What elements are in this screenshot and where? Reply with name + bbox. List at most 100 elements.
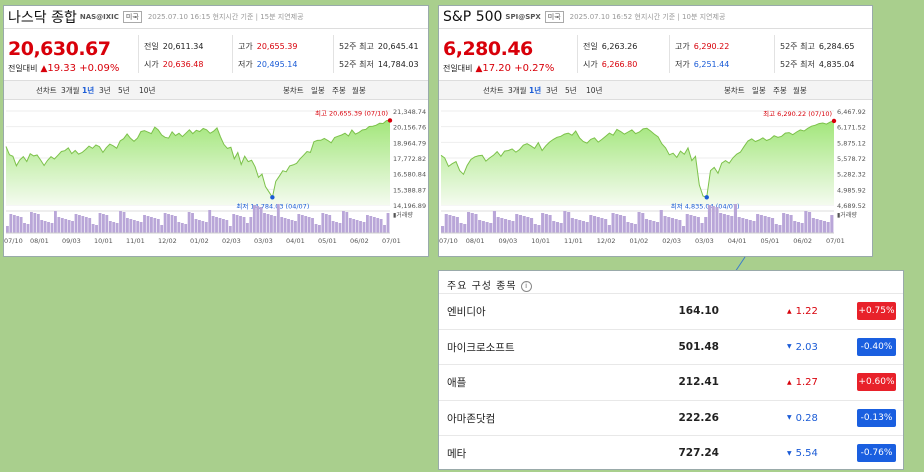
constituent-row[interactable]: 애플 212.41 ▲ 1.27 +0.60% — [439, 364, 903, 400]
tab-0[interactable]: 선차트 — [483, 86, 504, 95]
price-chart[interactable]: 21,348.74 20,156.76 18,964.79 17,772.82 16,5… — [4, 101, 428, 253]
stat-label: 저가 — [238, 60, 253, 69]
tab-4[interactable]: 5년 — [118, 86, 130, 95]
volume-bar — [160, 225, 164, 233]
volume-bar — [115, 223, 119, 233]
candle-tab-0[interactable]: 봉차트 — [724, 86, 745, 95]
stat-value: 6,266.80 — [601, 60, 638, 69]
constituent-row[interactable]: 마이크로소프트 501.48 ▼ 2.03 -0.40% — [439, 328, 903, 365]
tab-0[interactable]: 선차트 — [36, 86, 57, 95]
volume-bar — [40, 220, 44, 233]
market-badge: 미국 — [122, 11, 142, 23]
volume-bar — [369, 216, 373, 233]
stock-delta: ▼ 2.03 — [787, 342, 818, 353]
constituent-row[interactable]: 아마존닷컴 222.26 ▼ 0.28 -0.13% — [439, 399, 903, 436]
volume-bar — [796, 222, 801, 233]
stock-name[interactable]: 메타 — [447, 448, 467, 460]
candle-tab-1[interactable]: 일봉 — [311, 86, 325, 95]
x-tick-label: 01/02 — [630, 237, 649, 245]
volume-bar — [208, 210, 212, 233]
stock-name[interactable]: 아마존닷컴 — [447, 412, 496, 425]
volume-bar — [767, 217, 771, 233]
stat-open: 시가 20,636.48 — [144, 59, 203, 70]
low-annotation: 최저 14,784.03 (04/07) — [236, 201, 309, 210]
tab-5[interactable]: 10년 — [586, 86, 603, 95]
stat-label: 전일 — [144, 42, 159, 51]
y-tick-label: 6,467.92 — [837, 108, 866, 116]
market-badge: 미국 — [544, 11, 564, 23]
volume-bar — [459, 223, 463, 233]
tab-4[interactable]: 5년 — [565, 86, 577, 95]
stat-low: 저가 20,495.14 — [238, 59, 297, 70]
stock-name[interactable]: 애플 — [447, 377, 467, 389]
down-triangle-icon: ▼ — [787, 343, 792, 350]
stock-name[interactable]: 마이크로소프트 — [447, 341, 515, 354]
volume-bar — [593, 216, 597, 233]
volume-bar — [555, 222, 560, 233]
info-icon[interactable]: i — [520, 280, 532, 292]
constituent-row[interactable]: 엔비디아 164.10 ▲ 1.22 +0.75% — [439, 293, 903, 329]
volume-bar — [263, 213, 266, 233]
volume-bar — [242, 217, 246, 233]
tab-2[interactable]: 1년 — [529, 86, 542, 95]
candle-tab-3[interactable]: 월봉 — [352, 86, 366, 95]
volume-bar — [386, 213, 390, 233]
x-tick-label: 02/03 — [662, 237, 681, 245]
volume-bar — [372, 217, 376, 233]
tab-5[interactable]: 10년 — [139, 86, 156, 95]
x-tick-label: 02/03 — [222, 237, 241, 245]
x-tick-label: 09/03 — [499, 237, 518, 245]
price-chart[interactable]: 6,467.92 6,171.52 5,875.12 5,578.72 5,282.32… — [439, 101, 872, 253]
volume-bar — [102, 214, 105, 233]
constituent-row[interactable]: 메타 727.24 ▼ 5.54 -0.76% — [439, 435, 903, 471]
volume-bar — [715, 207, 719, 233]
tab-1[interactable]: 3개월 — [508, 86, 527, 95]
volume-bar — [266, 214, 270, 233]
volume-bar — [352, 219, 356, 233]
volume-bar — [81, 216, 85, 233]
volume-bar — [808, 212, 812, 233]
candle-tab-2[interactable]: 주봉 — [332, 86, 346, 95]
tab-1[interactable]: 3개월 — [61, 86, 80, 95]
volume-bar — [518, 215, 523, 233]
stat-label: 고가 — [675, 42, 690, 51]
stock-price: 164.10 — [678, 305, 719, 317]
y-tick-label: 17,772.82 — [393, 155, 426, 163]
volume-bar — [311, 218, 314, 233]
volume-bar — [119, 211, 122, 233]
volume-bar — [324, 214, 328, 233]
tab-3[interactable]: 3년 — [546, 86, 558, 95]
volume-bar — [630, 223, 634, 233]
volume-bar — [194, 219, 198, 233]
stock-name[interactable]: 엔비디아 — [447, 306, 486, 318]
volume-bar — [678, 220, 682, 233]
down-triangle-icon: ▼ — [787, 414, 792, 421]
stock-price: 212.41 — [678, 376, 719, 388]
tab-2[interactable]: 1년 — [82, 86, 95, 95]
volume-bar — [338, 223, 342, 233]
constituents-title: 주요 구성 종목 i — [447, 277, 532, 292]
tab-3[interactable]: 3년 — [99, 86, 111, 95]
y-tick-label: 15,388.87 — [393, 186, 426, 194]
x-tick-label: 07/01 — [826, 237, 845, 245]
volume-bar — [376, 218, 380, 233]
stat-value: 20,655.39 — [256, 42, 298, 51]
volume-bar — [342, 211, 345, 233]
stock-price: 222.26 — [678, 411, 719, 424]
volume-bar — [30, 212, 33, 233]
candle-tab-2[interactable]: 주봉 — [773, 86, 787, 95]
stock-delta: ▼ 0.28 — [787, 413, 818, 424]
price-line — [5, 119, 391, 199]
candle-tab-3[interactable]: 월봉 — [793, 86, 807, 95]
divider — [333, 35, 334, 73]
candle-tab-0[interactable]: 봉차트 — [283, 86, 304, 95]
volume-bar — [448, 215, 452, 233]
stat-w52l: 52주 최저 4,835.04 — [780, 59, 854, 70]
volume-bar — [222, 219, 225, 233]
volume-bar — [733, 204, 738, 233]
volume-bar — [530, 218, 534, 233]
candle-tab-1[interactable]: 일봉 — [752, 86, 766, 95]
volume-bar — [589, 215, 593, 233]
y-tick-label: 16,580.84 — [393, 171, 426, 179]
volume-bar — [225, 220, 229, 233]
